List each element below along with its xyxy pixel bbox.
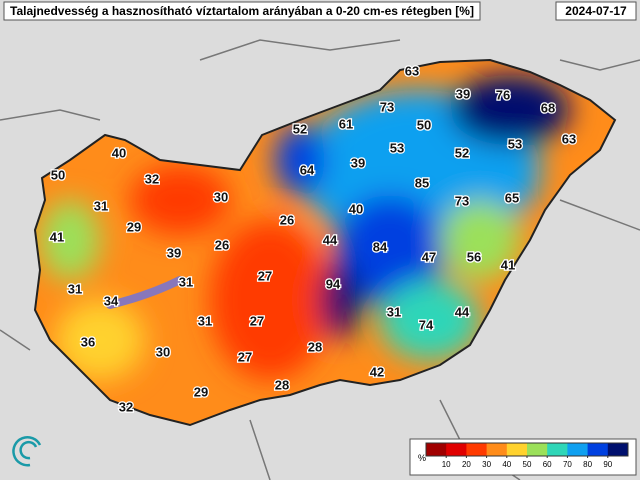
colorbar-swatch (466, 443, 488, 456)
value-label: 32 (145, 171, 159, 186)
value-label: 53 (508, 136, 522, 151)
value-label: 39 (167, 245, 181, 260)
value-label: 40 (349, 201, 363, 216)
colorbar-swatch (547, 443, 568, 456)
value-label: 44 (323, 232, 338, 247)
value-label: 63 (562, 131, 576, 146)
value-label: 27 (238, 349, 252, 364)
value-label: 63 (405, 63, 419, 78)
value-label: 52 (455, 145, 469, 160)
value-label: 28 (308, 339, 322, 354)
colorbar-swatch (587, 443, 609, 456)
value-label: 32 (119, 399, 133, 414)
value-label: 50 (51, 167, 65, 182)
colorbar-tick-label: 40 (502, 460, 511, 469)
value-label: 74 (419, 317, 434, 332)
colorbar-swatch (426, 443, 447, 456)
value-label: 50 (417, 117, 431, 132)
value-label: 26 (215, 237, 229, 252)
value-label: 73 (380, 99, 394, 114)
value-label: 31 (68, 281, 82, 296)
colorbar-swatch (567, 443, 589, 456)
colorbar-tick-label: 70 (563, 460, 572, 469)
value-label: 85 (415, 175, 429, 190)
title: Talajnedvesség a hasznosítható víztartal… (10, 4, 474, 18)
date-box (555, 1, 637, 21)
value-label: 31 (387, 304, 401, 319)
colorbar-swatch (446, 443, 467, 456)
colorbar-swatch (486, 443, 508, 456)
value-label: 36 (81, 334, 95, 349)
value-label: 53 (390, 140, 404, 155)
value-label: 39 (351, 155, 365, 170)
colorbar-swatch (607, 443, 629, 456)
value-label: 42 (370, 364, 384, 379)
value-label: 47 (422, 249, 436, 264)
value-label: 34 (104, 293, 119, 308)
colorbar-tick-label: 30 (482, 460, 491, 469)
value-label: 29 (127, 219, 141, 234)
value-label: 44 (455, 304, 470, 319)
value-label: 27 (258, 268, 272, 283)
value-label: 52 (293, 121, 307, 136)
colorbar-tick-label: 50 (523, 460, 532, 469)
title-box (3, 1, 481, 21)
colorbar-tick-label: 20 (462, 460, 471, 469)
colorbar-tick-label: 90 (603, 460, 612, 469)
value-label: 31 (198, 313, 212, 328)
lake (106, 276, 184, 309)
value-label: 27 (250, 313, 264, 328)
value-label: 94 (326, 276, 341, 291)
date: 2024-07-17 (565, 4, 627, 18)
value-label: 41 (50, 229, 64, 244)
value-label: 40 (112, 145, 126, 160)
value-label: 41 (501, 257, 515, 272)
value-label: 61 (339, 116, 353, 131)
colorbar-tick-label: 60 (543, 460, 552, 469)
value-label: 39 (456, 86, 470, 101)
value-label: 28 (275, 377, 289, 392)
value-label: 31 (94, 198, 108, 213)
colorbar-swatch (506, 443, 528, 456)
value-label: 56 (467, 249, 481, 264)
colorbar-swatch (527, 443, 548, 456)
value-label: 30 (156, 344, 170, 359)
value-label: 29 (194, 384, 208, 399)
logo (12, 435, 42, 467)
value-label: 76 (496, 87, 510, 102)
colorbar-tick-label: 10 (442, 460, 451, 469)
value-label: 84 (373, 239, 388, 254)
value-label: 73 (455, 193, 469, 208)
colorbar-tick-label: 80 (583, 460, 592, 469)
value-label: 65 (505, 190, 519, 205)
value-label: 26 (280, 212, 294, 227)
colorbar-unit: % (418, 453, 426, 463)
value-label: 31 (179, 274, 193, 289)
value-label: 64 (300, 162, 315, 177)
value-label: 30 (214, 189, 228, 204)
value-label: 68 (541, 100, 555, 115)
